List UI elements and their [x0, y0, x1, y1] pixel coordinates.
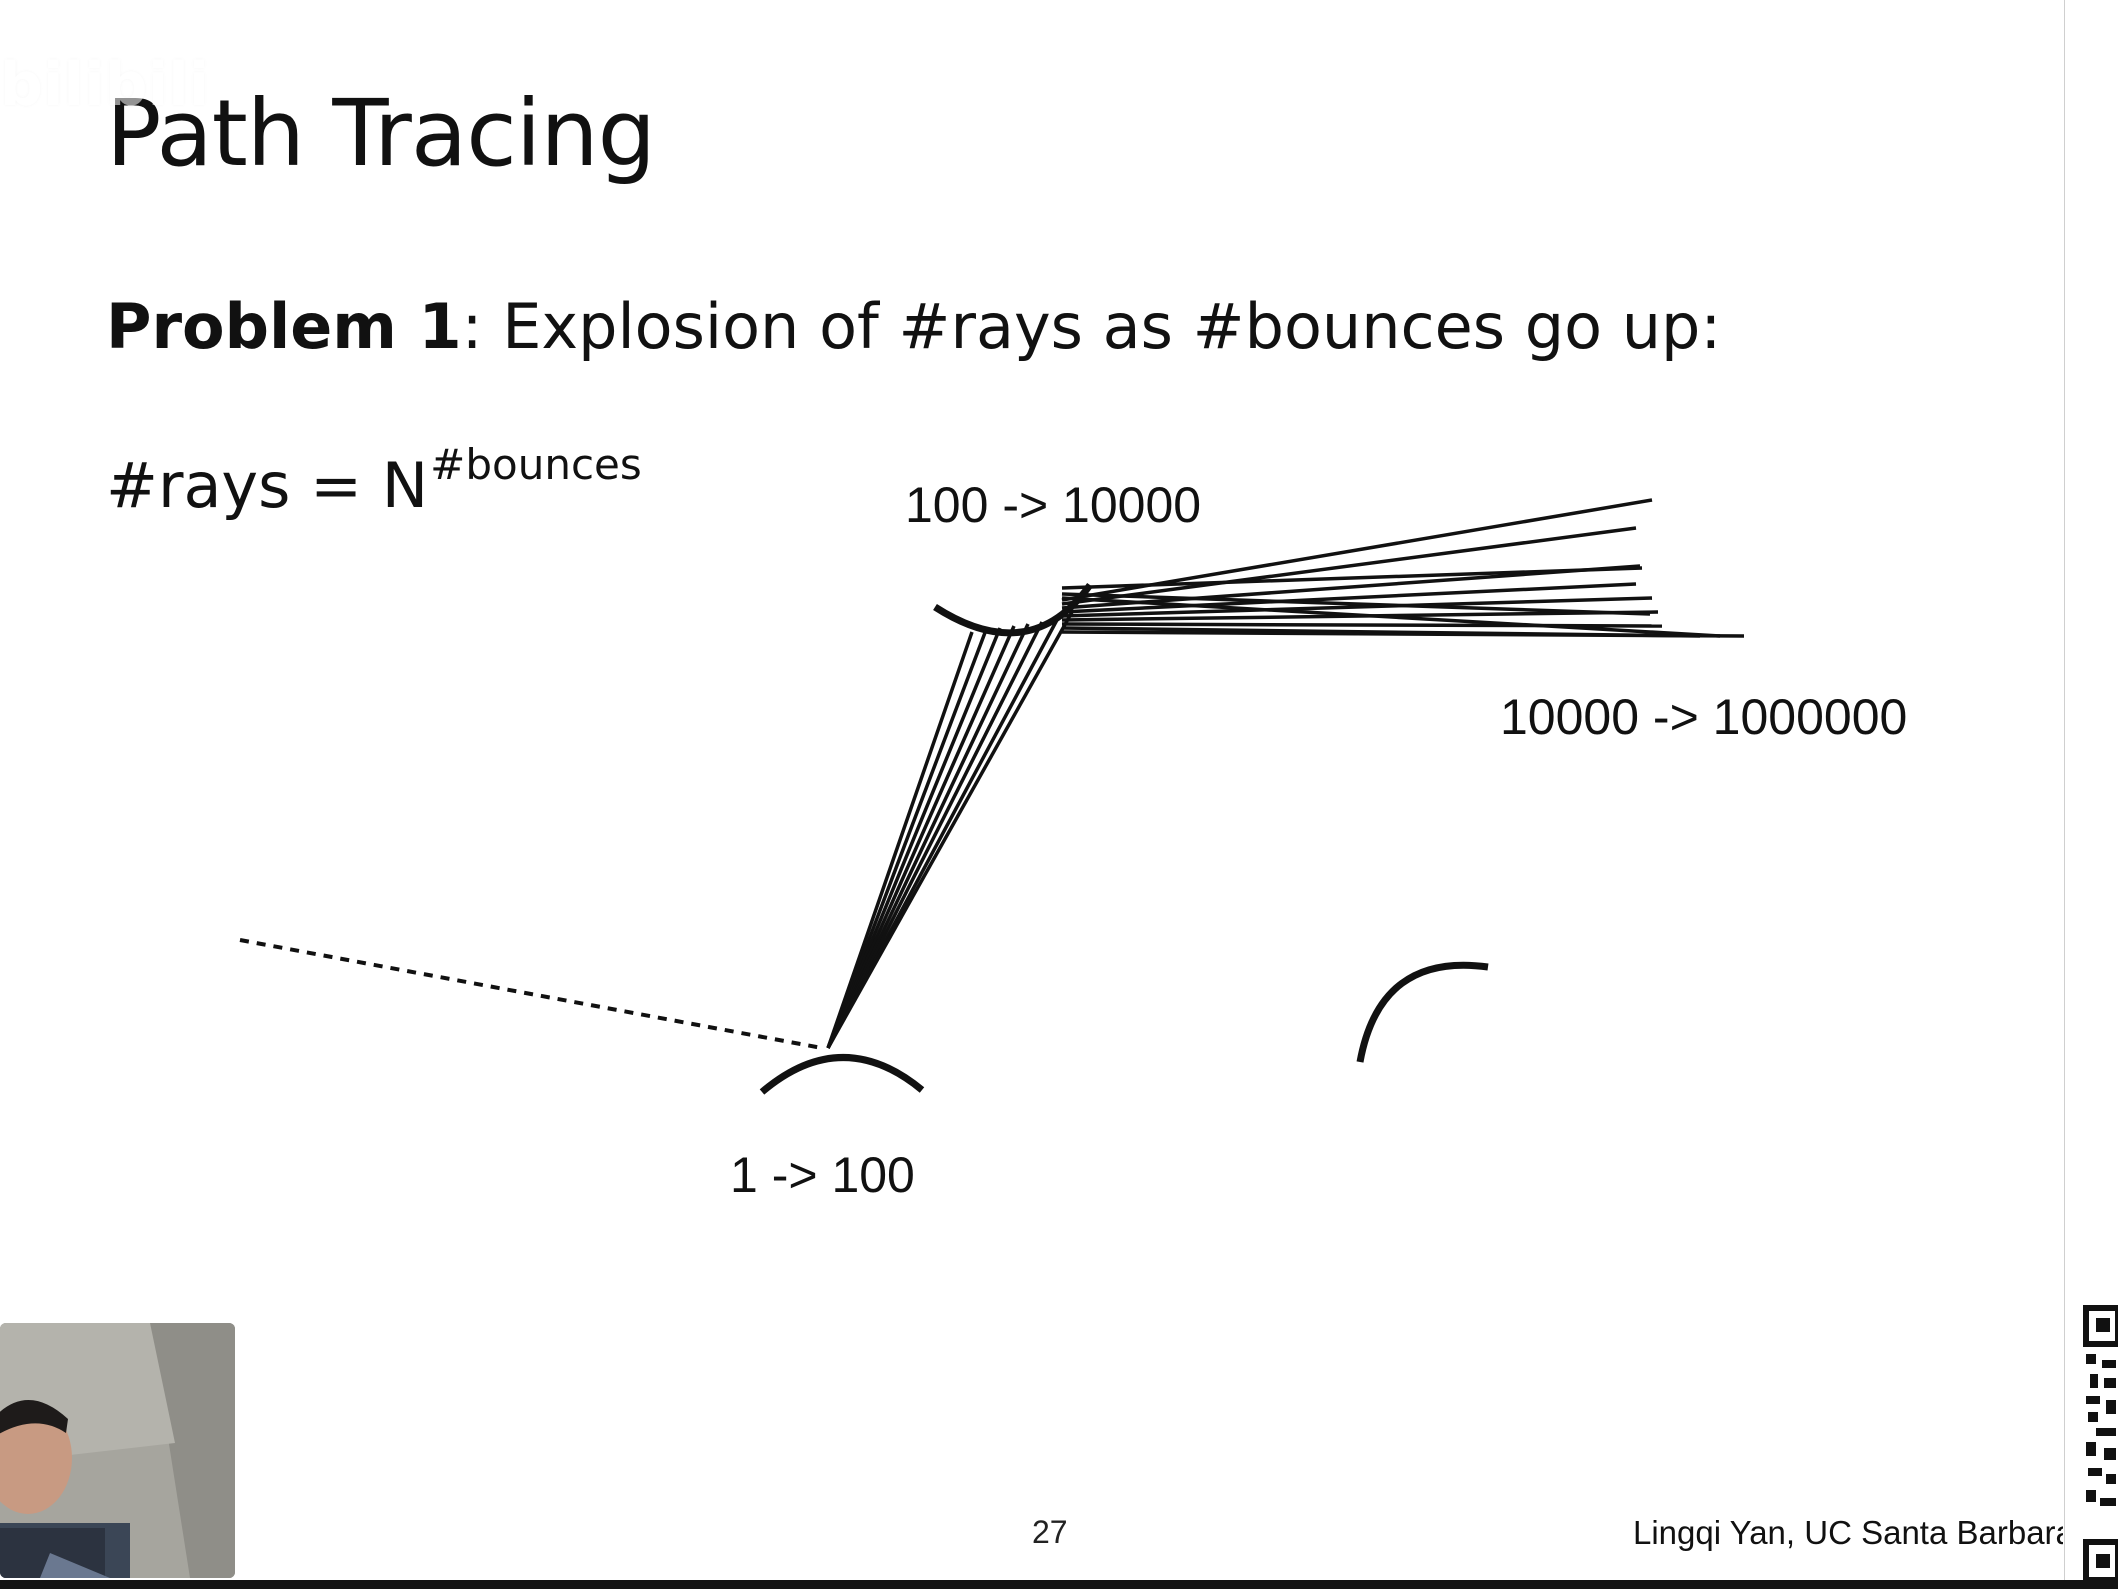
formula-exponent: #bounces	[430, 440, 642, 489]
label-bounce-1: 1 -> 100	[730, 1147, 915, 1203]
slide-title: Path Tracing	[106, 80, 656, 187]
surface-bounce-1	[759, 1054, 925, 1095]
webcam-overlay[interactable]	[0, 1323, 235, 1578]
page-number: 27	[1032, 1514, 1068, 1550]
ray-fan-bounce-1	[826, 611, 1074, 1049]
label-bounce-2: 100 -> 10000	[905, 477, 1202, 533]
label-bounce-3: 10000 -> 1000000	[1500, 689, 1908, 745]
incoming-ray	[239, 938, 823, 1050]
ray-fan-bounce-2	[1061, 498, 1745, 638]
presenter-video	[0, 1323, 235, 1578]
problem-label: Problem 1	[106, 290, 462, 363]
bilibili-watermark: bilibili	[0, 50, 210, 120]
surface-bounce-3	[1356, 961, 1489, 1063]
formula-base: #rays = N	[106, 449, 429, 522]
rays-formula: #rays = N#bounces	[106, 440, 642, 522]
author-credit: Lingqi Yan, UC Santa Barbara	[1633, 1514, 2063, 1551]
bottom-bar	[0, 1580, 2118, 1589]
problem-text: : Explosion of #rays as #bounces go up:	[461, 290, 1722, 363]
qr-code-icon	[2082, 1302, 2118, 1589]
ray-bounce-diagram	[239, 498, 1745, 1095]
problem-statement: Problem 1: Explosion of #rays as #bounce…	[106, 290, 1721, 363]
